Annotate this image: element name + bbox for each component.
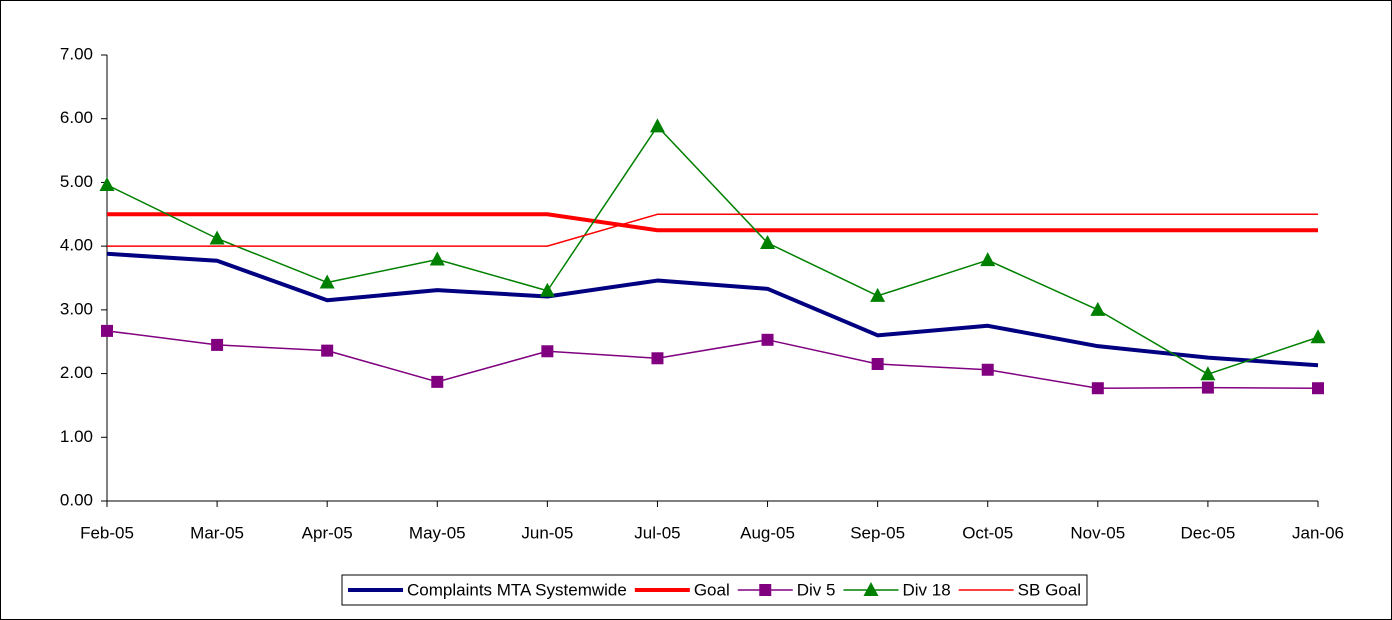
marker [211,338,224,351]
x-tick-label: Jun-05 [521,523,573,542]
series-line [107,213,1318,247]
legend-item: SB Goal [958,580,1081,599]
x-tick-label: Feb-05 [80,523,134,542]
y-tick-label: 3.00 [60,299,93,318]
legend: Complaints MTA Systemwide Goal Div 5 Div 18… [341,574,1088,606]
marker [980,252,996,267]
series-line [106,251,1319,368]
legend-item: Div 5 [737,580,836,599]
y-tick-label: 0.00 [60,490,93,509]
legend-label: Div 18 [902,580,950,599]
marker [541,345,554,358]
marker [1090,301,1106,316]
y-tick-label: 1.00 [60,427,93,446]
marker [870,287,886,302]
marker [649,118,665,133]
marker [871,358,884,371]
y-tick-label: 4.00 [60,236,93,255]
marker [759,584,772,596]
marker [321,344,334,357]
series-line [107,212,1318,233]
legend-label: Div 5 [797,580,836,599]
marker [99,176,115,191]
x-tick-label: Oct-05 [962,523,1013,542]
legend-item: Div 18 [843,580,951,599]
marker [1091,382,1104,395]
x-tick-label: Jan-06 [1292,523,1344,542]
x-tick-label: Nov-05 [1070,523,1125,542]
y-tick-label: 6.00 [60,108,93,127]
x-tick-label: Aug-05 [740,523,795,542]
marker [209,230,225,245]
x-tick-label: Apr-05 [302,523,353,542]
marker [431,375,444,388]
marker [1312,382,1324,395]
legend-label: Complaints MTA Systemwide [407,580,627,599]
marker [651,352,664,365]
marker [101,324,113,337]
y-tick-label: 5.00 [60,172,93,191]
series-line [106,125,1319,375]
marker [761,333,774,346]
marker [319,274,335,289]
legend-item: Goal [634,580,730,599]
marker [981,363,994,376]
legend-item: Complaints MTA Systemwide [348,580,627,599]
marker [1200,366,1216,381]
marker [1310,329,1326,344]
marker [760,234,776,249]
marker [863,582,879,596]
x-tick-label: Dec-05 [1181,523,1236,542]
legend-label: Goal [694,580,730,599]
marker [1201,381,1214,394]
x-tick-label: May-05 [409,523,466,542]
x-tick-label: Sep-05 [850,523,905,542]
marker [539,282,555,297]
marker [429,251,445,266]
legend-label: SB Goal [1018,580,1081,599]
x-tick-label: Jul-05 [634,523,680,542]
y-tick-label: 7.00 [60,44,93,63]
x-tick-label: Mar-05 [190,523,244,542]
y-tick-label: 2.00 [60,363,93,382]
series-line [106,330,1319,389]
